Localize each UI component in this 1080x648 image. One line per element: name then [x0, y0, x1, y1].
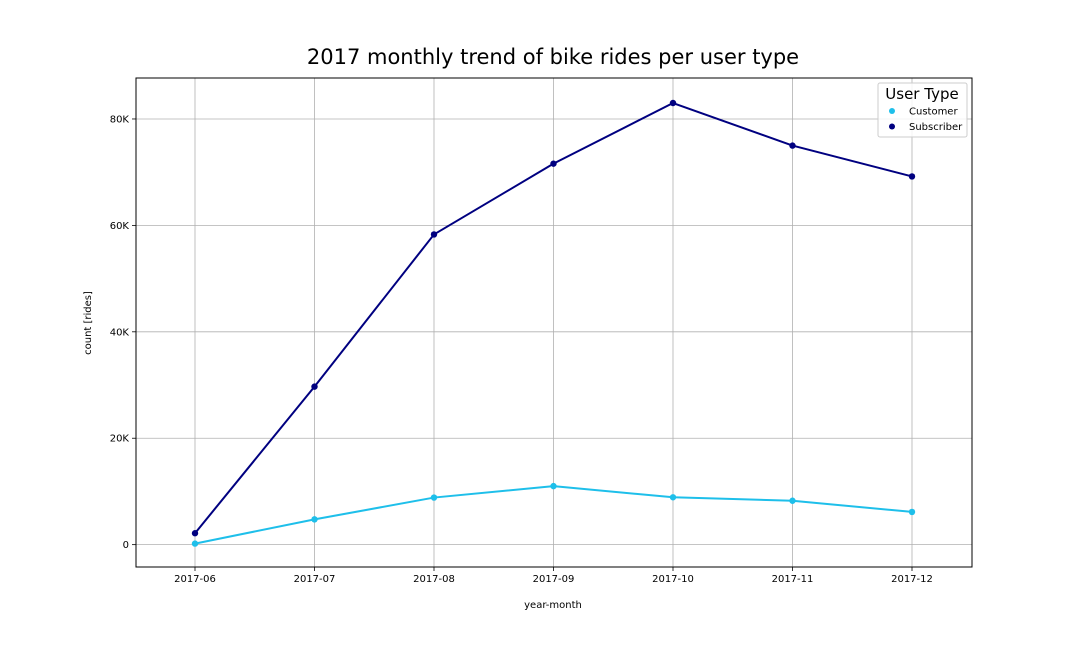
grid: [136, 78, 972, 567]
x-tick-label: 2017-11: [772, 574, 814, 585]
legend-items: Customer Subscriber: [889, 107, 963, 133]
y-tick-label: 80K: [110, 114, 130, 125]
customer-point: [311, 516, 318, 523]
x-tick-label: 2017-07: [294, 574, 336, 585]
plot-frame: [135, 77, 973, 568]
x-tick-label: 2017-10: [652, 574, 694, 585]
y-axis-ticks: 0 20K 40K 60K 80K: [110, 114, 136, 551]
x-axis-label: year-month: [524, 600, 582, 611]
x-tick-label: 2017-06: [174, 574, 216, 585]
x-axis-ticks: 2017-06 2017-07 2017-08 2017-09 2017-10 2017-…: [174, 567, 933, 585]
subscriber-point: [669, 99, 677, 107]
y-tick-label: 20K: [110, 434, 130, 445]
customer-point: [669, 494, 677, 501]
subscriber-point: [191, 530, 199, 537]
series-layer: [191, 99, 916, 547]
legend-marker-subscriber: [889, 123, 895, 130]
series-customer: [191, 482, 916, 547]
x-tick-label: 2017-09: [533, 574, 575, 585]
y-tick-label: 60K: [110, 221, 130, 232]
subscriber-point: [430, 231, 438, 238]
legend-box: [877, 82, 968, 138]
subscriber-point: [550, 160, 557, 167]
y-axis-label: count [rides]: [83, 291, 94, 355]
legend-label-subscriber: Subscriber: [909, 122, 963, 133]
customer-point: [789, 497, 796, 504]
legend: User Type Customer Subscriber: [877, 82, 968, 138]
subscriber-point: [311, 383, 318, 390]
subscriber-point: [908, 173, 916, 180]
legend-label-customer: Customer: [909, 107, 958, 118]
x-tick-label: 2017-12: [891, 574, 933, 585]
customer-point: [550, 482, 557, 490]
customer-point: [430, 494, 438, 501]
series-subscriber: [191, 99, 916, 537]
legend-marker-customer: [889, 108, 895, 114]
x-tick-label: 2017-08: [413, 574, 455, 585]
subscriber-point: [789, 142, 796, 149]
customer-point: [908, 508, 916, 516]
legend-title: User Type: [885, 85, 958, 103]
chart-title: 2017 monthly trend of bike rides per use…: [307, 45, 799, 69]
y-tick-label: 0: [123, 540, 129, 551]
customer-point: [191, 540, 199, 547]
y-tick-label: 40K: [110, 327, 130, 338]
